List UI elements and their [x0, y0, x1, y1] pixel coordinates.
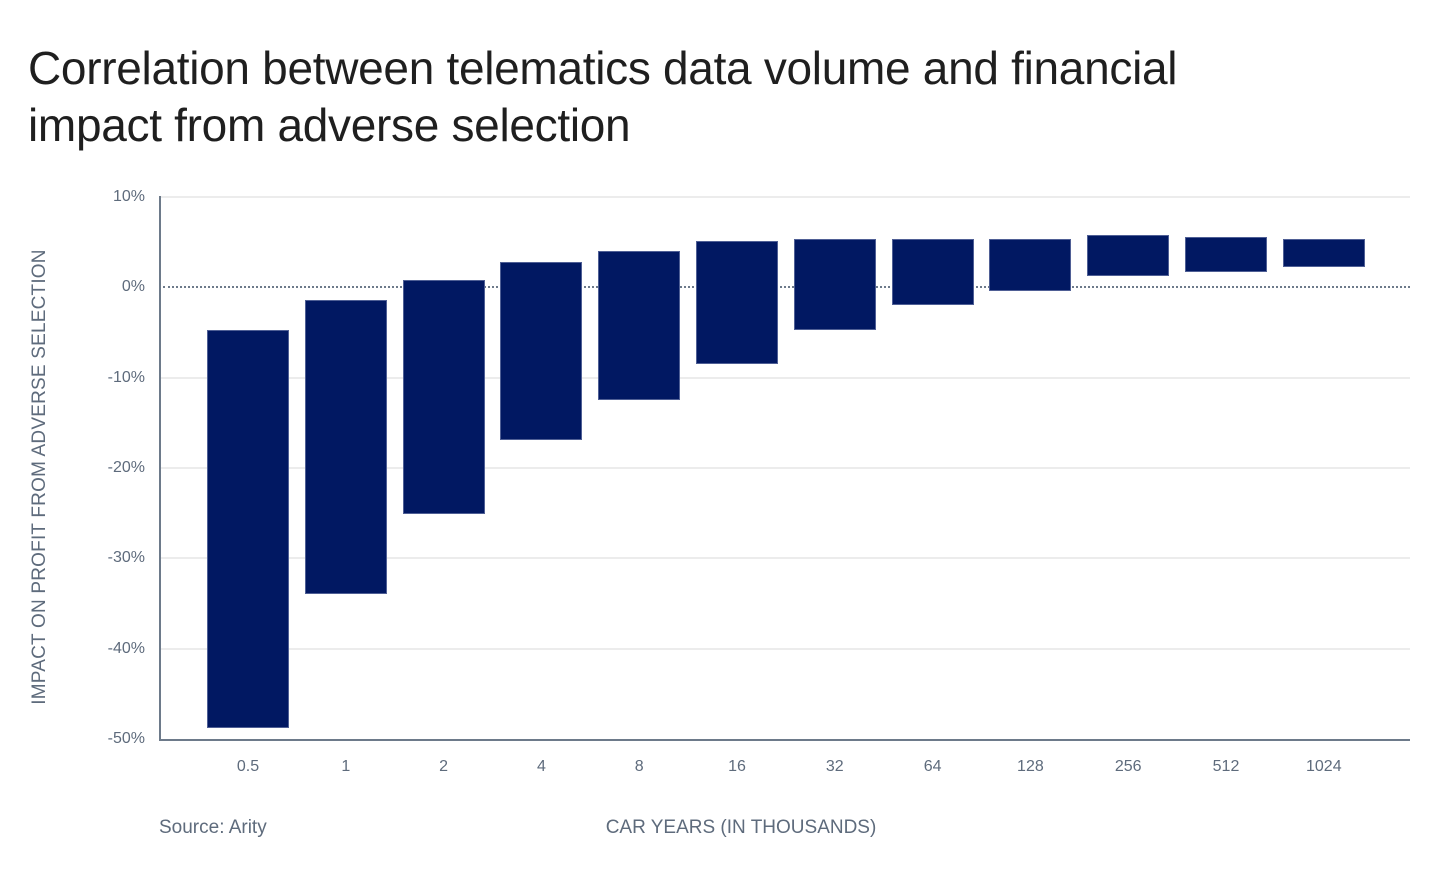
x-axis-line [159, 739, 1410, 741]
y-tick-label: -20% [107, 459, 145, 476]
gridline [160, 557, 1410, 560]
x-tick-label: 128 [1017, 758, 1044, 775]
bar-256 [1087, 234, 1170, 277]
x-axis-label: CAR YEARS (IN THOUSANDS) [605, 817, 877, 838]
bar-32 [793, 238, 876, 330]
chart-title-line-2: impact from adverse selection [28, 99, 631, 151]
gridline [160, 647, 1410, 650]
x-tick-label: 4 [536, 758, 546, 775]
bar-0.5 [207, 329, 289, 729]
y-tick-label: -40% [107, 639, 145, 657]
gridline [160, 376, 1410, 379]
bar-16 [696, 241, 778, 365]
y-tick-label: -30% [107, 549, 145, 567]
x-tick-label: 8 [634, 758, 644, 775]
x-tick-label: 2 [439, 758, 449, 775]
y-axis-label: IMPACT ON PROFIT FROM ADVERSE SELECTION [29, 249, 50, 705]
gridline [160, 467, 1410, 469]
y-tick-label: 10% [112, 188, 145, 205]
x-tick-label: 256 [1114, 758, 1142, 775]
y-tick-label: -50% [107, 730, 145, 747]
gridline [160, 196, 1410, 198]
y-tick-label: -10% [107, 368, 145, 386]
x-tick-label: 32 [825, 758, 844, 775]
bar-512 [1185, 236, 1267, 272]
bar-2 [402, 280, 485, 515]
x-tick-label: 64 [923, 758, 942, 775]
bar-1 [304, 299, 387, 595]
x-tick-label: 512 [1212, 758, 1240, 775]
zero-reference-line [163, 286, 1410, 289]
bar-1024 [1282, 239, 1365, 268]
chart-title-line-1: Correlation between telematics data volu… [28, 42, 1178, 94]
x-tick-label: 0.5 [236, 758, 260, 775]
x-tick-label: 1 [341, 758, 351, 775]
x-tick-label: 16 [728, 758, 746, 775]
chart-title: Correlation between telematics data volu… [28, 40, 1328, 154]
y-axis-line [159, 196, 161, 741]
x-tick-label: 1024 [1306, 758, 1342, 775]
bar-128 [989, 238, 1072, 291]
source-note: Source: Arity [159, 817, 267, 838]
bar-4 [500, 262, 583, 440]
y-tick-label: 0% [121, 278, 145, 296]
bar-64 [891, 239, 974, 306]
bar-8 [598, 251, 681, 401]
